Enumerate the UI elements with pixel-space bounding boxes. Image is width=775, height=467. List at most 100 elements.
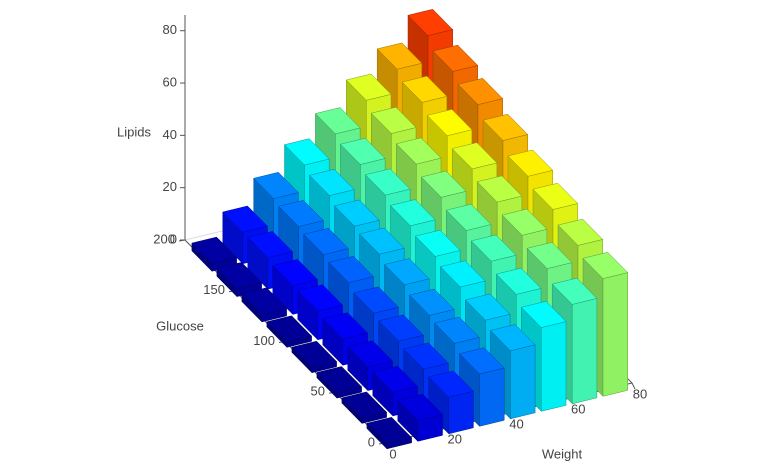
bar-top bbox=[557, 218, 604, 246]
z-tick-label: 0 bbox=[170, 231, 177, 246]
bar-face bbox=[602, 272, 628, 397]
y-tick-label: 0 bbox=[368, 434, 375, 449]
bar-top bbox=[359, 227, 405, 255]
bar-top bbox=[439, 260, 486, 288]
bar-top bbox=[364, 168, 411, 196]
bar-top bbox=[476, 175, 523, 203]
z-tick-label: 80 bbox=[163, 22, 177, 37]
bar-top bbox=[520, 301, 567, 328]
bar-top bbox=[403, 342, 449, 370]
bar-top bbox=[378, 314, 424, 342]
bar-top bbox=[482, 113, 529, 141]
bar-top bbox=[420, 170, 467, 198]
bar bbox=[241, 287, 288, 323]
x-tick-label: 20 bbox=[448, 431, 462, 446]
bar bbox=[428, 370, 474, 435]
bar-top bbox=[328, 256, 374, 283]
bar-face bbox=[479, 367, 505, 427]
x-tick-label: 60 bbox=[571, 401, 585, 416]
bar bbox=[291, 340, 338, 374]
bar-top bbox=[434, 316, 480, 344]
x-tick-label: 40 bbox=[509, 416, 523, 431]
bar bbox=[341, 391, 388, 425]
bar-top bbox=[253, 172, 299, 199]
bar-top bbox=[414, 229, 461, 257]
bar-top bbox=[501, 208, 548, 236]
x-axis-title: Weight bbox=[542, 446, 583, 461]
bar bbox=[366, 417, 413, 450]
bar-top bbox=[334, 199, 380, 227]
bar-top bbox=[322, 312, 368, 340]
y-tick-label: 50 bbox=[311, 384, 325, 399]
z-tick-label: 20 bbox=[163, 179, 177, 194]
bar-face bbox=[510, 344, 536, 420]
x-tick bbox=[631, 382, 636, 390]
y-tick-label: 200 bbox=[153, 231, 175, 246]
bar-top bbox=[303, 228, 349, 255]
bar-top bbox=[309, 169, 355, 196]
bar-top bbox=[426, 109, 473, 136]
bar-top bbox=[551, 277, 598, 305]
bar-top bbox=[216, 262, 263, 289]
y-tick-label: 100 bbox=[253, 333, 275, 348]
bar-top bbox=[526, 242, 573, 269]
bar-top bbox=[489, 324, 536, 352]
bar-top bbox=[428, 370, 474, 398]
bar bbox=[191, 236, 238, 272]
z-tick-label: 40 bbox=[163, 127, 177, 142]
bar-top bbox=[370, 106, 417, 134]
bar-top bbox=[397, 393, 443, 421]
bar-top bbox=[401, 75, 448, 103]
bar-top bbox=[222, 205, 268, 233]
bar-face bbox=[448, 390, 474, 435]
bar bbox=[397, 393, 443, 442]
y-tick-label: 150 bbox=[203, 282, 225, 297]
bar-top bbox=[372, 365, 418, 393]
bar bbox=[316, 366, 363, 399]
bars bbox=[191, 9, 629, 450]
bar-top bbox=[347, 340, 393, 368]
bar-top bbox=[316, 366, 363, 394]
bar-top bbox=[409, 288, 455, 316]
bar-top bbox=[272, 259, 318, 286]
bar-top bbox=[582, 252, 629, 279]
bar-top bbox=[341, 391, 388, 419]
bar-top bbox=[366, 417, 413, 444]
bar-top bbox=[464, 293, 511, 321]
bar-top bbox=[445, 203, 492, 231]
bar-top bbox=[314, 107, 361, 135]
bar-top bbox=[278, 200, 324, 227]
x-tick-label: 80 bbox=[633, 386, 647, 401]
bar-top bbox=[191, 236, 238, 264]
bar-top bbox=[395, 137, 442, 165]
bar-top bbox=[457, 78, 504, 105]
bar-top bbox=[266, 315, 313, 343]
bar-top bbox=[432, 44, 479, 72]
bar-top bbox=[389, 199, 436, 227]
bar-top bbox=[470, 234, 517, 262]
bar-face bbox=[571, 298, 598, 405]
bar-top bbox=[297, 284, 343, 312]
bar-top bbox=[459, 347, 505, 375]
bar-top bbox=[407, 9, 454, 36]
bar-top bbox=[507, 149, 554, 177]
bar-top bbox=[376, 42, 423, 70]
x-tick-label: 0 bbox=[389, 446, 396, 461]
bar-top bbox=[532, 182, 579, 210]
y-axis-title: Glucose bbox=[156, 318, 204, 333]
bar-top bbox=[384, 258, 430, 286]
bar-top bbox=[495, 267, 542, 295]
bar-top bbox=[353, 286, 399, 314]
z-tick-label: 60 bbox=[163, 74, 177, 89]
bar bbox=[216, 262, 263, 298]
bar-top bbox=[284, 138, 330, 166]
bar-top bbox=[451, 142, 498, 170]
bar-top bbox=[247, 231, 293, 258]
bar-top bbox=[345, 73, 392, 101]
bar-top bbox=[339, 137, 386, 165]
bar-top bbox=[241, 287, 288, 315]
z-axis-title: Lipids bbox=[117, 124, 151, 139]
bar-top bbox=[291, 340, 338, 368]
bar bbox=[266, 315, 313, 348]
